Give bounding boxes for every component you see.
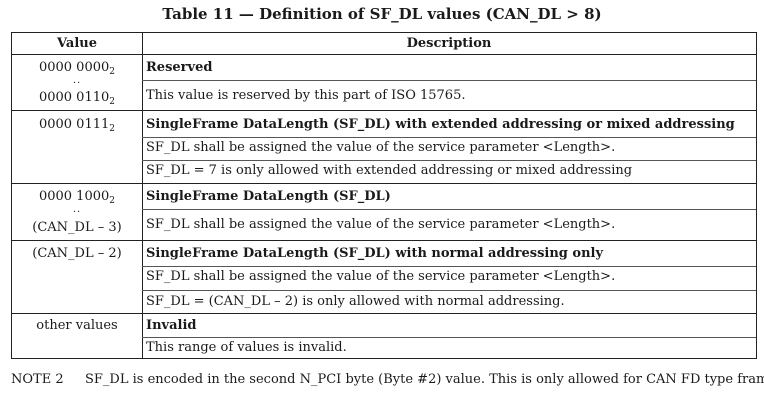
description-heading: Reserved	[146, 60, 213, 75]
table-row: 0000 00002 .. 0000 01102 Reserved This v…	[12, 55, 756, 111]
value-end: (CAN_DL – 3)	[32, 220, 122, 235]
description-text: SF_DL shall be assigned the value of the…	[146, 269, 616, 284]
description-heading: SingleFrame DataLength (SF_DL) with exte…	[146, 117, 735, 132]
table-row: (CAN_DL – 2) SingleFrame DataLength (SF_…	[12, 241, 756, 314]
sub-divider	[142, 209, 756, 210]
header-description: Description	[406, 36, 492, 51]
table-title: Table 11 — Definition of SF_DL values (C…	[162, 5, 602, 23]
value: 0000 01112	[38, 117, 116, 134]
table-row: other values Invalid This range of value…	[12, 314, 756, 358]
note-label: NOTE 2	[11, 372, 64, 387]
description-text: This value is reserved by this part of I…	[146, 88, 466, 103]
sub-divider	[142, 80, 756, 81]
description-heading: SingleFrame DataLength (SF_DL) with norm…	[146, 246, 604, 261]
table-header: Value Description	[12, 33, 756, 55]
value-range-ellipsis: ..	[72, 75, 82, 86]
note-text: SF_DL is encoded in the second N_PCI byt…	[85, 372, 764, 387]
value-start: 0000 00002	[38, 60, 116, 77]
sub-divider	[142, 137, 756, 138]
sub-divider	[142, 290, 756, 291]
header-value: Value	[57, 36, 97, 51]
sf-dl-table: Value Description 0000 00002 .. 0000 011…	[11, 32, 757, 359]
description-text: SF_DL = 7 is only allowed with extended …	[146, 163, 633, 178]
description-heading: Invalid	[146, 318, 197, 333]
sub-divider	[142, 266, 756, 267]
value: other values	[36, 318, 118, 333]
table-row: 0000 01112 SingleFrame DataLength (SF_DL…	[12, 111, 756, 184]
description-heading: SingleFrame DataLength (SF_DL)	[146, 189, 391, 204]
description-text: SF_DL = (CAN_DL – 2) is only allowed wit…	[146, 294, 565, 309]
value: (CAN_DL – 2)	[32, 246, 122, 261]
value-start: 0000 10002	[38, 189, 116, 206]
description-text: SF_DL shall be assigned the value of the…	[146, 217, 616, 232]
table-note: NOTE 2 SF_DL is encoded in the second N_P…	[11, 372, 764, 387]
column-divider	[142, 33, 143, 358]
value-end: 0000 01102	[38, 90, 116, 107]
table-row: 0000 10002 .. (CAN_DL – 3) SingleFrame D…	[12, 184, 756, 241]
sub-divider	[142, 337, 756, 338]
description-text: This range of values is invalid.	[146, 340, 347, 355]
description-text: SF_DL shall be assigned the value of the…	[146, 140, 616, 155]
value-range-ellipsis: ..	[72, 204, 82, 215]
sub-divider	[142, 160, 756, 161]
